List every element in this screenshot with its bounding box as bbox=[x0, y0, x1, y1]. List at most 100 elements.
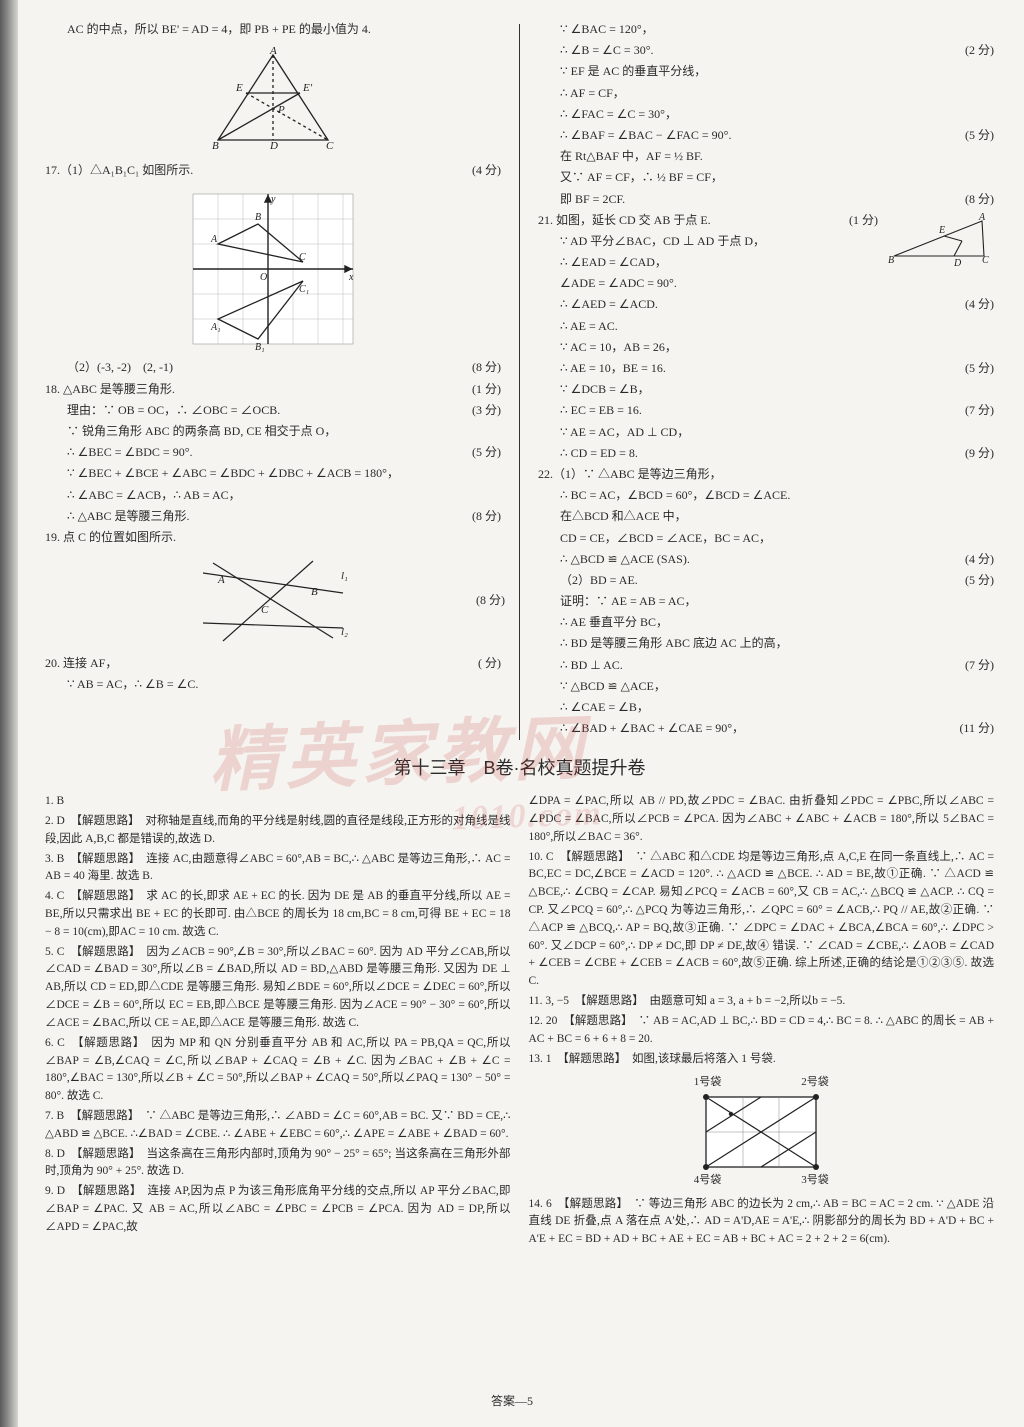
q18-6: ∴ ∠ABC = ∠ACB，∴ AB = AC， bbox=[45, 486, 501, 505]
text: ∴ ∠B = ∠C = 30°. bbox=[560, 43, 654, 57]
svg-text:l₂: l₂ bbox=[341, 626, 348, 638]
lower-left-column: 1. B 2. D 【解题思路】 对称轴是直线,而角的平分线是射线,圆的直径是线… bbox=[45, 793, 511, 1251]
text: ∴ ∠BAF = ∠BAC − ∠FAC = 90°. bbox=[560, 128, 731, 142]
svg-text:E: E bbox=[938, 225, 945, 236]
q18-7: ∴ △ABC 是等腰三角形. (8 分) bbox=[45, 507, 501, 526]
q21-6: ∴ AE = AC. bbox=[538, 317, 994, 336]
q17-2: （2）(-3, -2) (2, -1) (8 分) bbox=[45, 358, 501, 377]
q22-4: CD = CE，∠BCD = ∠ACE，BC = AC， bbox=[538, 529, 994, 548]
small-tri-svg: AB CD E bbox=[884, 211, 994, 273]
triangle-svg: A E E' P B D C bbox=[188, 45, 358, 155]
q22-7: 证明：∵ AE = AB = AC， bbox=[538, 592, 994, 611]
score: (8 分) bbox=[472, 507, 501, 526]
svg-text:O: O bbox=[260, 272, 267, 283]
q21-10: ∴ EC = EB = 16. (7 分) bbox=[538, 401, 994, 420]
r6: ∴ ∠BAF = ∠BAC − ∠FAC = 90°. (5 分) bbox=[538, 126, 994, 145]
score: (4 分) bbox=[965, 550, 994, 569]
q22-3: 在△BCD 和△ACE 中， bbox=[538, 507, 994, 526]
q21-7: ∵ AC = 10，AB = 26， bbox=[538, 338, 994, 357]
r2: ∴ ∠B = ∠C = 30°. (2 分) bbox=[538, 41, 994, 60]
svg-text:x: x bbox=[348, 272, 354, 283]
score: (11 分) bbox=[959, 719, 994, 738]
svg-text:B₁: B₁ bbox=[255, 342, 265, 353]
q21-5: ∴ ∠AED = ∠ACD. (4 分) bbox=[538, 295, 994, 314]
ans-line: 13. 1 【解题思路】 如图,该球最后将落入 1 号袋. bbox=[529, 1051, 995, 1069]
q20-1: 20. 连接 AF， ( 分) bbox=[45, 654, 501, 673]
q22-12: ∴ ∠CAE = ∠B， bbox=[538, 698, 994, 717]
text: ∴ AE = 10，BE = 16. bbox=[560, 361, 666, 375]
score: (4 分) bbox=[965, 295, 994, 314]
text: ∴ CD = ED = 8. bbox=[560, 446, 638, 460]
q22-13: ∴ ∠BAD + ∠BAC + ∠CAE = 90°， (11 分) bbox=[538, 719, 994, 738]
ans-line: 2. D 【解题思路】 对称轴是直线,而角的平分线是射线,圆的直径是线段,正方形… bbox=[45, 813, 511, 849]
score: (8 分) bbox=[965, 190, 994, 209]
text: ∴ ∠BAD + ∠BAC + ∠CAE = 90°， bbox=[560, 721, 744, 735]
q21-11: ∵ AE = AC，AD ⊥ CD， bbox=[538, 423, 994, 442]
r9: 即 BF = 2CF. (8 分) bbox=[538, 190, 994, 209]
q17-2-text: （2）(-3, -2) (2, -1) bbox=[67, 360, 173, 374]
score: (7 分) bbox=[965, 656, 994, 675]
lower-right-column: ∠DPA = ∠PAC,所以 AB // PD,故∠PDC = ∠BAC. 由折… bbox=[529, 793, 995, 1251]
svg-text:A: A bbox=[269, 45, 277, 57]
svg-text:C: C bbox=[982, 255, 989, 266]
q18-1: 18. △ABC 是等腰三角形. (1 分) bbox=[45, 380, 501, 399]
chapter-title: 第十三章 B卷·名校真题提升卷 bbox=[45, 754, 994, 783]
ans-line: 11. 3, −5 【解题思路】 由题意可知 a = 3, a + b = −2… bbox=[529, 993, 995, 1011]
svg-text:C₁: C₁ bbox=[299, 284, 309, 295]
score: (3 分) bbox=[472, 401, 501, 420]
score: ( 分) bbox=[478, 654, 501, 673]
r1: ∵ ∠BAC = 120°， bbox=[538, 20, 994, 39]
figure-small-triangle: AB CD E bbox=[884, 211, 994, 273]
grid-svg: yx O ABC A₁B₁C₁ bbox=[183, 184, 363, 354]
q19: 19. 点 C 的位置如图所示. bbox=[45, 528, 501, 547]
svg-text:E': E' bbox=[302, 82, 313, 94]
ans-line: 14. 6 【解题思路】 ∵ 等边三角形 ABC 的边长为 2 cm,∴ AB … bbox=[529, 1196, 995, 1249]
score: (5 分) bbox=[472, 443, 501, 462]
text: ∴ △BCD ≌ △ACE (SAS). bbox=[560, 552, 690, 566]
q20-2: ∵ AB = AC，∴ ∠B = ∠C. bbox=[45, 675, 501, 694]
q22-11: ∵ △BCD ≌ △ACE， bbox=[538, 677, 994, 696]
page-binding-edge bbox=[0, 0, 18, 1427]
r8: 又∵ AF = CF，∴ ½ BF = CF， bbox=[538, 168, 994, 187]
svg-text:B: B bbox=[255, 212, 261, 223]
figure-triangle-abe: A E E' P B D C bbox=[45, 45, 501, 155]
q21-8: ∴ AE = 10，BE = 16. (5 分) bbox=[538, 359, 994, 378]
figure-grid: yx O ABC A₁B₁C₁ bbox=[45, 184, 501, 354]
svg-text:D: D bbox=[269, 140, 278, 152]
text: 21. 如图，延长 CD 交 AB 于点 E. bbox=[538, 213, 711, 227]
q18-5: ∵ ∠BEC + ∠BCE + ∠ABC = ∠BDC + ∠DBC + ∠AC… bbox=[45, 464, 501, 483]
bag-label: 4号袋 bbox=[694, 1172, 722, 1190]
bags-svg bbox=[686, 1092, 836, 1172]
q22-5: ∴ △BCD ≌ △ACE (SAS). (4 分) bbox=[538, 550, 994, 569]
text: ∴ ∠BEC = ∠BDC = 90°. bbox=[67, 445, 193, 459]
bag-label: 3号袋 bbox=[801, 1172, 829, 1190]
ans-line: 4. C 【解题思路】 求 AC 的长,即求 AE + EC 的长. 因为 DE… bbox=[45, 888, 511, 941]
svg-text:B: B bbox=[212, 140, 219, 152]
q22-6: （2）BD = AE. (5 分) bbox=[538, 571, 994, 590]
ans-line: 5. C 【解题思路】 因为∠ACB = 90°,∠B = 30°,所以∠BAC… bbox=[45, 944, 511, 1033]
score: (5 分) bbox=[965, 126, 994, 145]
text: 20. 连接 AF， bbox=[45, 656, 117, 670]
bag-label: 2号袋 bbox=[801, 1074, 829, 1092]
text: ∴ BD ⊥ AC. bbox=[560, 658, 623, 672]
svg-text:E: E bbox=[235, 82, 243, 94]
text: ∴ ∠AED = ∠ACD. bbox=[560, 297, 658, 311]
r4: ∴ AF = CF， bbox=[538, 84, 994, 103]
ans-line: 12. 20 【解题思路】 ∵ AB = AC,AD ⊥ BC,∴ BD = C… bbox=[529, 1013, 995, 1049]
svg-text:y: y bbox=[270, 194, 276, 205]
r7: 在 Rt△BAF 中，AF = ½ BF. bbox=[538, 147, 994, 166]
svg-text:C: C bbox=[326, 140, 334, 152]
score: (9 分) bbox=[965, 444, 994, 463]
text: ∴ EC = EB = 16. bbox=[560, 403, 642, 417]
svg-text:B: B bbox=[311, 586, 318, 598]
q21-4: ∠ADE = ∠ADC = 90°. bbox=[538, 274, 994, 293]
ans-line: 3. B 【解题思路】 连接 AC,由题意得∠ABC = 60°,AB = BC… bbox=[45, 851, 511, 887]
score: (5 分) bbox=[965, 571, 994, 590]
score: (1 分) bbox=[472, 380, 501, 399]
score: (8 分) bbox=[476, 591, 505, 610]
text: 18. △ABC 是等腰三角形. bbox=[45, 382, 175, 396]
q22-9: ∴ BD 是等腰三角形 ABC 底边 AC 上的高， bbox=[538, 634, 994, 653]
score: (4 分) bbox=[472, 161, 501, 180]
bag-label: 1号袋 bbox=[694, 1074, 722, 1092]
q18-3: ∵ 锐角三角形 ABC 的两条高 BD, CE 相交于点 O， bbox=[45, 422, 501, 441]
